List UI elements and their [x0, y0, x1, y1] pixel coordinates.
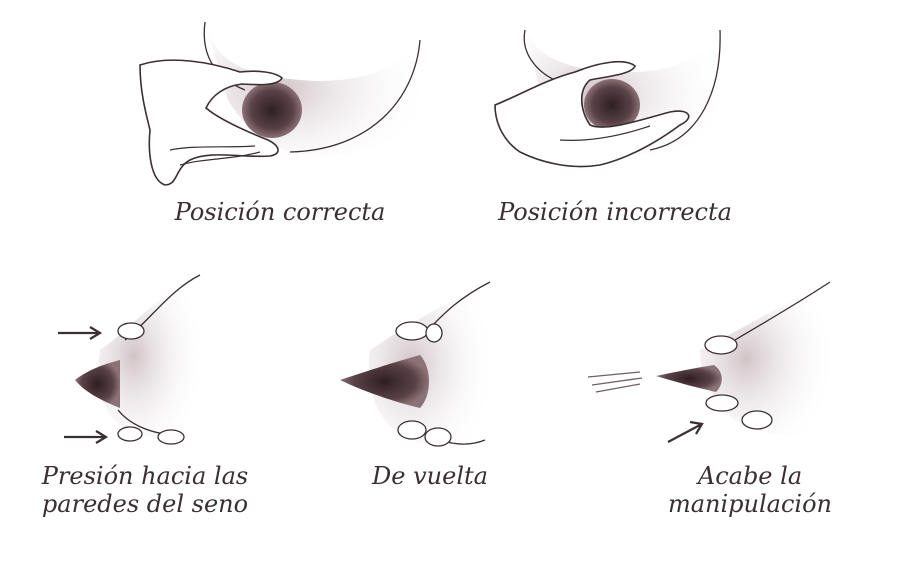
breast-outline-lower — [649, 29, 721, 151]
step2-drawing — [340, 281, 491, 447]
areola — [656, 365, 722, 392]
finger-tip — [705, 394, 739, 412]
caption-step2: De vuelta — [372, 462, 488, 490]
hand-scissor-hold — [494, 60, 690, 168]
breast-shading — [98, 275, 200, 437]
caption-step3: Acabe la manipulación — [660, 462, 840, 518]
finger-tip — [424, 427, 452, 447]
areola — [584, 79, 640, 131]
caption-step3-line2: manipulación — [667, 490, 833, 518]
finger-tip — [397, 420, 427, 440]
finger-tip — [741, 410, 773, 430]
finger-tip — [157, 429, 185, 445]
finger-tip — [117, 322, 145, 340]
correct-position-drawing — [139, 21, 421, 186]
finger-tip — [704, 335, 738, 355]
arrow-right-icon — [64, 430, 109, 444]
breast-outline — [734, 281, 831, 341]
arrow-right-icon — [58, 326, 103, 340]
step3-drawing — [587, 281, 831, 443]
finger-line — [559, 125, 651, 141]
step1-drawing — [58, 274, 201, 445]
caption-step1-line1: Presión hacia las — [41, 462, 249, 490]
areola — [340, 355, 429, 408]
caption-step1: Presión hacia las paredes del seno — [30, 462, 260, 518]
finger-line — [179, 151, 261, 166]
finger-tip — [425, 323, 443, 343]
finger-tip — [395, 321, 429, 341]
caption-step1-line2: paredes del seno — [41, 490, 249, 518]
hand-c-hold — [139, 59, 283, 186]
caption-correct-position: Posición correcta — [174, 198, 386, 226]
caption-step3-line1: Acabe la — [697, 462, 803, 490]
areola — [242, 82, 302, 138]
finger-line — [169, 145, 256, 151]
incorrect-position-drawing — [494, 29, 721, 168]
arrow-up-right-icon — [667, 420, 704, 443]
breast-shading — [368, 282, 490, 447]
finger-tip — [117, 426, 143, 442]
milk-spray-lines — [587, 371, 643, 393]
areola — [75, 360, 120, 408]
caption-incorrect-position: Posición incorrecta — [498, 198, 732, 226]
breast-outline-lower — [289, 39, 421, 153]
